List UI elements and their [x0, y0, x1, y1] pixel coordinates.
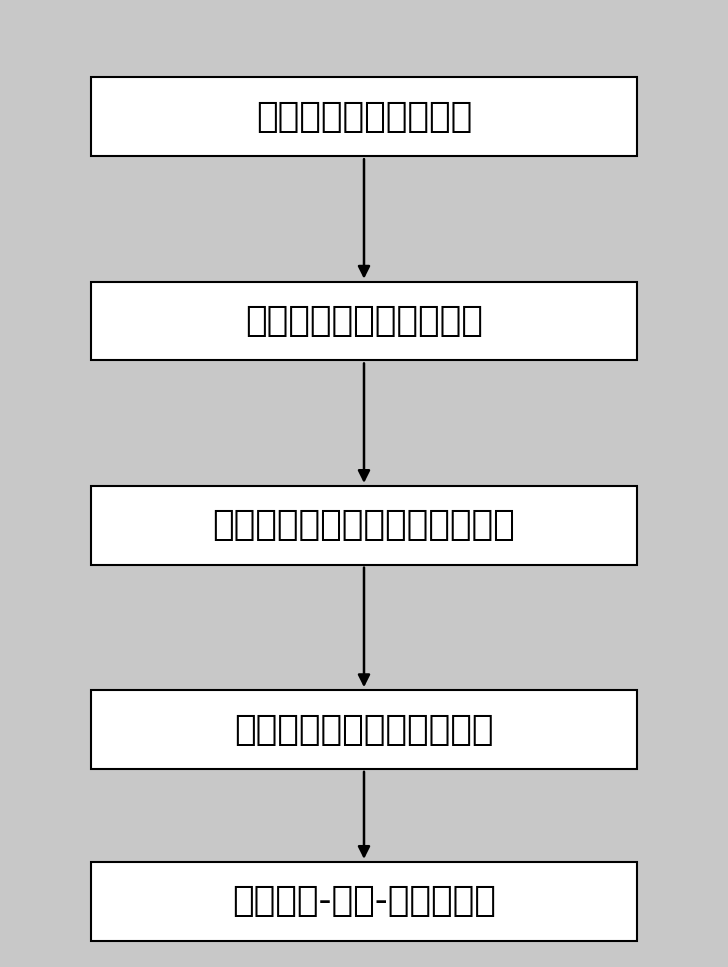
Text: 绘制荷载-沉降-时间三维图: 绘制荷载-沉降-时间三维图: [232, 884, 496, 919]
Bar: [92, 862, 636, 941]
Bar: [92, 485, 636, 565]
Bar: [92, 77, 636, 157]
Bar: [92, 690, 636, 769]
Text: 采用沉降解析法计算沉降: 采用沉降解析法计算沉降: [245, 304, 483, 338]
Text: 输入地层土工试验数据: 输入地层土工试验数据: [256, 100, 472, 133]
Text: 将沉降数据表转为数据矩阵: 将沉降数据表转为数据矩阵: [234, 713, 494, 747]
Bar: [92, 281, 636, 361]
Text: 改变荷载及时间得到沉降数据表: 改变荷载及时间得到沉降数据表: [213, 509, 515, 542]
